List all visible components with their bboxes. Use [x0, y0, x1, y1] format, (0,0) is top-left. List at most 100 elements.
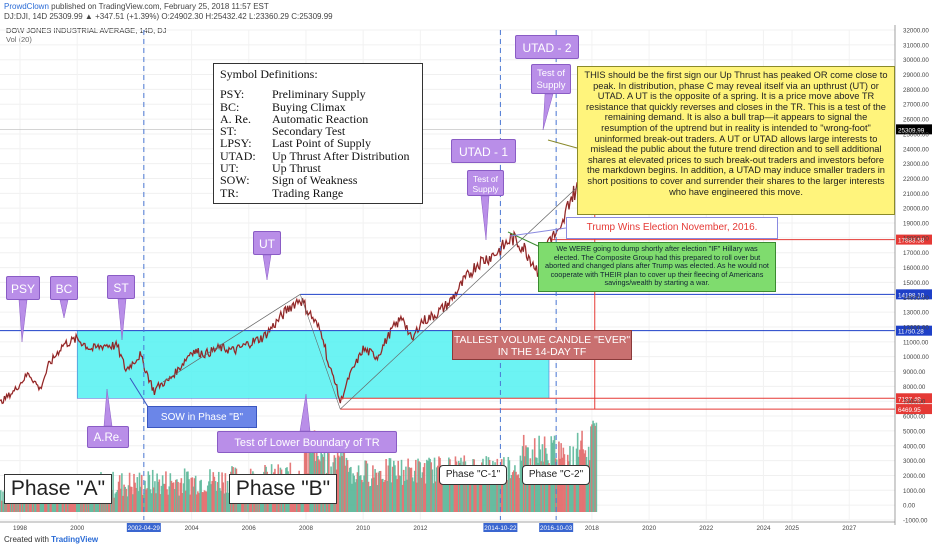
definition-key: SOW: — [220, 173, 250, 188]
phase-c2-label: Phase "C-2" — [522, 465, 590, 485]
volume-bar — [411, 477, 414, 512]
y-tick-label: 26000.00 — [903, 117, 929, 124]
price-label: 7197.49 — [898, 396, 921, 403]
volume-bar — [153, 487, 155, 512]
volume-bar — [437, 465, 439, 512]
volume-bar — [446, 472, 449, 512]
volume-bar — [156, 473, 158, 512]
volume-bar — [203, 490, 206, 512]
y-tick-label: 11000.00 — [903, 339, 929, 346]
volume-bar — [208, 481, 210, 512]
volume-bar — [340, 434, 342, 512]
volume-bar — [146, 488, 149, 512]
volume-bar — [595, 422, 598, 512]
volume-bar — [225, 492, 228, 512]
volume-bar — [409, 467, 412, 512]
x-tick-label: 2016-10-03 — [540, 525, 573, 532]
volume-bar — [227, 492, 230, 512]
footer: Created with TradingView — [4, 535, 98, 544]
volume-bar — [191, 477, 194, 512]
volume-bar — [468, 468, 471, 512]
volume-bar — [81, 498, 84, 512]
x-tick-label: 1998 — [13, 525, 28, 532]
price-label: 11750.28 — [898, 329, 924, 336]
volume-bar — [426, 459, 428, 512]
volume-bar — [500, 459, 503, 512]
volume-bar — [197, 491, 199, 512]
volume-bar — [341, 455, 343, 512]
definition-row: PSY: Preliminary Supply — [220, 88, 416, 101]
volume-bar — [202, 492, 205, 512]
volume-bar — [61, 496, 64, 512]
volume-bar — [386, 480, 389, 512]
volume-bar — [206, 485, 209, 512]
volume-bar — [449, 459, 451, 512]
utad-explanation-note: THIS should be the first sign our Up Thr… — [577, 66, 895, 215]
definition-key: ST: — [220, 124, 237, 139]
y-tick-label: 5000.00 — [903, 428, 926, 435]
volume-bar — [467, 466, 470, 512]
phase-a-label: Phase "A" — [4, 474, 112, 504]
volume-bar — [404, 480, 406, 512]
author-link[interactable]: ProwdClown — [4, 2, 49, 11]
volume-bar — [84, 499, 87, 512]
volume-bar — [496, 458, 499, 512]
volume-bar — [57, 500, 59, 512]
volume-bar — [201, 492, 204, 512]
volume-bar — [477, 474, 480, 512]
volume-bar — [154, 481, 156, 512]
volume-bar — [169, 473, 172, 512]
volume-bar — [344, 465, 347, 512]
volume-bar — [179, 482, 182, 512]
volume-bar — [175, 479, 177, 512]
volume-bar — [11, 498, 13, 512]
y-tick-label: 17000.00 — [903, 250, 929, 257]
volume-bar — [187, 471, 189, 512]
volume-bar — [479, 475, 482, 512]
volume-bar — [366, 463, 369, 512]
volume-bar — [407, 458, 409, 512]
volume-bar — [489, 474, 492, 512]
volume-bar — [178, 495, 180, 512]
test-lower-pointer — [299, 393, 311, 432]
volume-bar — [55, 497, 57, 512]
volume-bar — [13, 499, 15, 512]
volume-bar — [376, 485, 379, 512]
x-tick-label: 2008 — [299, 525, 314, 532]
volume-bar — [347, 471, 350, 512]
price-label-bg — [896, 289, 932, 300]
volume-bar — [502, 465, 504, 512]
volume-bar — [129, 486, 132, 512]
volume-bar — [586, 464, 589, 512]
volume-bar — [339, 457, 341, 512]
volume-bar — [389, 458, 392, 512]
volume-bar — [498, 472, 501, 512]
y-tick-label: 25000.00 — [903, 131, 929, 138]
volume-bar — [3, 501, 5, 512]
volume-bar — [140, 474, 143, 512]
volume-bar — [528, 474, 531, 512]
volume-bar — [438, 456, 440, 512]
st-pointer — [117, 298, 127, 341]
volume-bar — [0, 490, 2, 512]
volume-bar — [382, 478, 384, 512]
volume-bar — [105, 497, 108, 512]
volume-bar — [518, 477, 521, 512]
volume-bar — [593, 423, 595, 512]
volume-bar — [136, 477, 139, 512]
volume-bar — [114, 493, 117, 512]
volume-bar — [186, 471, 188, 512]
publish-header: ProwdClown published on TradingView.com,… — [0, 0, 932, 22]
phase-c1-label: Phase "C-1" — [439, 465, 507, 485]
volume-bar — [167, 494, 169, 512]
volume-bar — [213, 476, 216, 512]
volume-bar — [134, 482, 136, 512]
volume-bar — [1, 500, 3, 512]
volume-bar — [113, 497, 115, 512]
volume-bar — [474, 468, 477, 512]
volume-bar — [348, 467, 351, 512]
volume-bar — [375, 472, 377, 512]
tradingview-logo[interactable]: TradingView — [51, 535, 99, 544]
volume-bar — [568, 461, 570, 512]
trump-election-label: Trump Wins Election November, 2016. — [566, 217, 778, 239]
